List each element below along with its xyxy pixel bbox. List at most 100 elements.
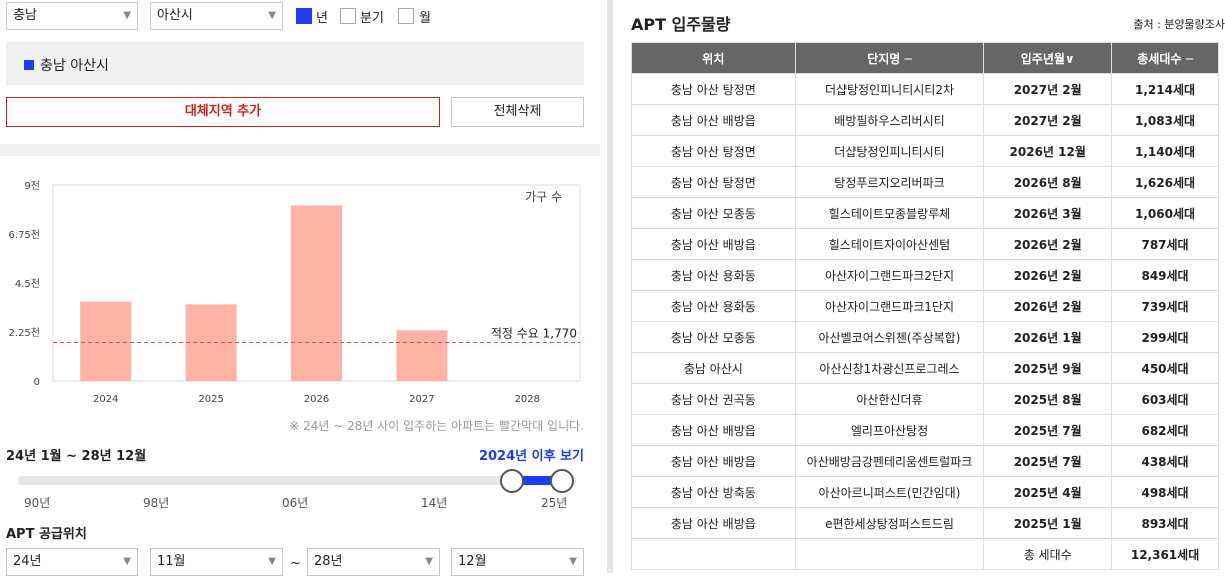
add-alternative-region-button[interactable]: 대체지역 추가 (6, 97, 440, 127)
row-location: 충남 아산 모종동 (631, 321, 796, 353)
row-complex-name: 아산자이그랜드파크2단지 (794, 259, 985, 291)
row-location: 충남 아산 권곡동 (631, 383, 796, 415)
table-row[interactable]: 충남 아산 탕정면 탕정푸르지오리버파크 2026년 8월 1,626세대 (631, 166, 1219, 198)
table-row[interactable]: 충남 아산 배방읍 힐스테이트자이아산센텀 2026년 2월 787세대 (631, 228, 1219, 260)
row-location: 충남 아산 배방읍 (631, 104, 796, 136)
header-location[interactable]: 위치 (631, 42, 796, 74)
row-location: 충남 아산시 (631, 352, 796, 384)
row-total-units: 438세대 (1111, 445, 1219, 477)
chevron-down-icon: ▼ (268, 556, 276, 567)
table-row[interactable]: 충남 아산 배방읍 배방필하우스리버시티 2027년 2월 1,083세대 (631, 104, 1219, 136)
y-tick-label: 6.75천 (9, 229, 40, 241)
apt-move-in-table: 위치 단지명 ─ 입주년월∨ 총세대수 ─ 충남 아산 탕정면 더샵탕정인피니티시… (631, 42, 1219, 570)
row-complex-name: 아산한신더휴 (794, 383, 985, 415)
province-value: 충남 (13, 8, 37, 23)
right-panel: APT 입주물량 출처 : 분양물량조사 위치 단지명 ─ 입주년월∨ 총세대수… (620, 0, 1225, 573)
row-move-in-date: 2025년 1월 (983, 507, 1113, 539)
panel-divider[interactable] (607, 0, 613, 573)
row-complex-name: 아산배방금강펜테리움센트럴파크 (794, 445, 985, 477)
row-location: 충남 아산 배방읍 (631, 445, 796, 477)
left-panel: 충남 ▼ 아산시 ▼ 년 분기 월 충남 아산시 대체지역 추가 전체삭제 9천… (0, 0, 600, 576)
period-quarter-label: 분기 (360, 11, 384, 26)
row-total-units: 1,214세대 (1111, 73, 1219, 105)
table-title: APT 입주물량 (631, 15, 731, 34)
table-row[interactable]: 충남 아산 방축동 아산아르니퍼스트(민간임대) 2025년 4월 498세대 (631, 476, 1219, 508)
slider-tick-label: 14년 (421, 496, 448, 510)
city-select[interactable]: 아산시 ▼ (150, 2, 283, 30)
header-complex-name[interactable]: 단지명 ─ (794, 42, 985, 74)
empty-cell (631, 538, 796, 570)
row-move-in-date: 2026년 2월 (983, 259, 1113, 291)
row-complex-name: 아산신창1차광신프로그레스 (794, 352, 985, 384)
from-month-select[interactable]: 11월 ▼ (150, 548, 283, 576)
table-row[interactable]: 충남 아산 용화동 아산자이그랜드파크2단지 2026년 2월 849세대 (631, 259, 1219, 291)
y-tick-label: 9천 (24, 180, 40, 192)
to-year-value: 28년 (314, 554, 343, 569)
table-row[interactable]: 충남 아산 권곡동 아산한신더휴 2025년 8월 603세대 (631, 383, 1219, 415)
row-move-in-date: 2025년 4월 (983, 476, 1113, 508)
row-total-units: 299세대 (1111, 321, 1219, 353)
period-range-text: 24년 1월 ~ 28년 12월 (6, 449, 147, 464)
range-start-handle[interactable] (500, 469, 524, 493)
after-2024-link[interactable]: 2024년 이후 보기 (478, 449, 584, 464)
row-move-in-date: 2027년 2월 (983, 73, 1113, 105)
row-location: 충남 아산 용화동 (631, 259, 796, 291)
supply-bar-chart: 9천 6.75천 4.5천 2.25천 0 2024 2025 2026 2027 2028 적… (9, 180, 581, 405)
period-year-label: 년 (316, 11, 328, 26)
row-move-in-date: 2026년 3월 (983, 197, 1113, 229)
table-row[interactable]: 충남 아산 모종동 아산벨코어스위첸(주상복합) 2026년 1월 299세대 (631, 321, 1219, 353)
period-month-checkbox[interactable] (398, 8, 414, 24)
period-year-checkbox[interactable] (296, 8, 312, 24)
period-quarter-checkbox[interactable] (340, 8, 356, 24)
table-row[interactable]: 충남 아산 탕정면 더샵탕정인피니티시티2차 2027년 2월 1,214세대 (631, 73, 1219, 105)
row-complex-name: 아산아르니퍼스트(민간임대) (794, 476, 985, 508)
table-row[interactable]: 충남 아산 배방읍 e편한세상탕정퍼스트드림 2025년 1월 893세대 (631, 507, 1219, 539)
from-year-select[interactable]: 24년 ▼ (6, 548, 138, 576)
period-month-label: 월 (419, 11, 431, 26)
row-location: 충남 아산 배방읍 (631, 228, 796, 260)
chevron-down-icon: ▼ (425, 556, 433, 567)
row-complex-name: 배방필하우스리버시티 (794, 104, 985, 136)
bar-2024[interactable] (80, 301, 132, 381)
row-location: 충남 아산 배방읍 (631, 414, 796, 446)
supply-location-title: APT 공급위치 (6, 527, 87, 542)
table-row[interactable]: 충남 아산 배방읍 아산배방금강펜테리움센트럴파크 2025년 7월 438세대 (631, 445, 1219, 477)
x-tick-label: 2024 (93, 394, 118, 405)
delete-all-button[interactable]: 전체삭제 (451, 97, 584, 127)
row-total-units: 603세대 (1111, 383, 1219, 415)
bar-2026[interactable] (291, 205, 342, 381)
row-complex-name: 아산자이그랜드파크1단지 (794, 290, 985, 322)
table-header-row: 위치 단지명 ─ 입주년월∨ 총세대수 ─ (631, 42, 1219, 74)
row-total-units: 787세대 (1111, 228, 1219, 260)
row-total-units: 1,140세대 (1111, 135, 1219, 167)
header-total-units[interactable]: 총세대수 ─ (1111, 42, 1219, 74)
table-row[interactable]: 충남 아산 배방읍 엘리프아산탕정 2025년 7월 682세대 (631, 414, 1219, 446)
row-complex-name: 힐스테이트모종블랑루체 (794, 197, 985, 229)
table-row[interactable]: 충남 아산 용화동 아산자이그랜드파크1단지 2026년 2월 739세대 (631, 290, 1219, 322)
row-complex-name: 더샵탕정인피니티시티 (794, 135, 985, 167)
table-row[interactable]: 충남 아산 모종동 힐스테이트모종블랑루체 2026년 3월 1,060세대 (631, 197, 1219, 229)
row-location: 충남 아산 탕정면 (631, 73, 796, 105)
to-year-select[interactable]: 28년 ▼ (307, 548, 440, 576)
y-tick-label: 2.25천 (9, 327, 40, 339)
year-range-slider-track[interactable] (18, 476, 576, 485)
row-location: 충남 아산 탕정면 (631, 166, 796, 198)
range-end-handle[interactable] (550, 469, 574, 493)
row-complex-name: 탕정푸르지오리버파크 (794, 166, 985, 198)
x-tick-label: 2027 (409, 394, 434, 405)
to-month-select[interactable]: 12월 ▼ (451, 548, 584, 576)
row-move-in-date: 2025년 7월 (983, 445, 1113, 477)
row-location: 충남 아산 배방읍 (631, 507, 796, 539)
table-row[interactable]: 충남 아산시 아산신창1차광신프로그레스 2025년 9월 450세대 (631, 352, 1219, 384)
row-move-in-date: 2025년 9월 (983, 352, 1113, 384)
table-row[interactable]: 충남 아산 탕정면 더샵탕정인피니티시티 2026년 12월 1,140세대 (631, 135, 1219, 167)
table-total-row: 총 세대수 12,361세대 (631, 538, 1219, 570)
row-move-in-date: 2026년 2월 (983, 290, 1113, 322)
row-total-units: 498세대 (1111, 476, 1219, 508)
province-select[interactable]: 충남 ▼ (6, 2, 138, 30)
header-move-in-date[interactable]: 입주년월∨ (983, 42, 1113, 74)
slider-tick-label: 98년 (143, 496, 170, 510)
chart-legend-label: 가구 수 (525, 190, 562, 204)
bar-2027[interactable] (396, 330, 448, 381)
chevron-down-icon: ▼ (123, 10, 131, 21)
